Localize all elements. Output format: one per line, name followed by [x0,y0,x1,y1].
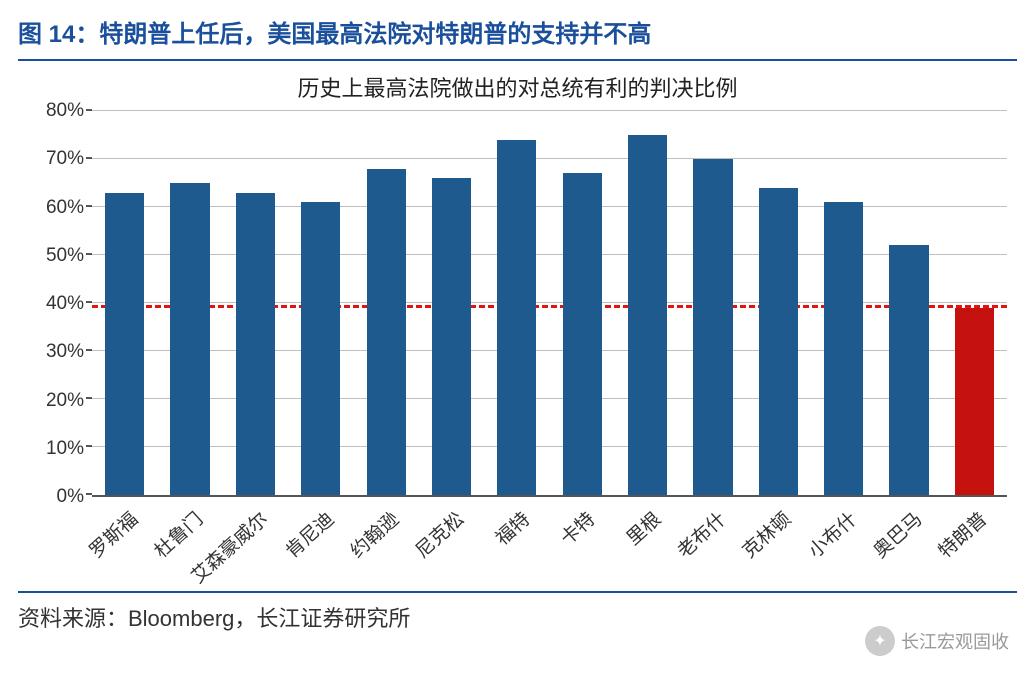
y-tick-label: 80% [18,100,84,122]
x-tick-label: 小布什 [801,505,861,563]
x-tick-label: 约翰逊 [344,505,404,563]
bar [563,173,602,495]
x-label-slot: 尼克松 [419,501,484,591]
bar-slot [550,111,615,495]
y-tick-label: 40% [18,293,84,315]
y-tick-label: 70% [18,148,84,170]
y-tick-label: 60% [18,197,84,219]
bar-slot [484,111,549,495]
chart-area: 罗斯福杜鲁门艾森豪威尔肯尼迪约翰逊尼克松福特卡特里根老布什克林顿小布什奥巴马特朗… [18,111,1017,591]
bar [170,183,209,495]
plot-region [92,111,1007,497]
x-label-slot: 里根 [615,501,680,591]
bar [889,245,928,495]
bar [432,178,471,495]
x-label-slot: 约翰逊 [353,501,418,591]
bars-container [92,111,1007,495]
x-tick-label: 奥巴马 [867,505,927,563]
x-tick-label: 尼克松 [409,505,469,563]
bar [955,308,994,495]
bar-slot [223,111,288,495]
x-axis-labels: 罗斯福杜鲁门艾森豪威尔肯尼迪约翰逊尼克松福特卡特里根老布什克林顿小布什奥巴马特朗… [92,501,1007,591]
bar-slot [288,111,353,495]
bar-slot [746,111,811,495]
x-label-slot: 老布什 [680,501,745,591]
x-tick-label: 罗斯福 [82,505,142,563]
bar-slot [353,111,418,495]
x-label-slot: 小布什 [811,501,876,591]
bar-slot [92,111,157,495]
chart-title: 历史上最高法院做出的对总统有利的判决比例 [0,71,1035,103]
x-label-slot: 克林顿 [746,501,811,591]
wechat-icon: ✦ [865,626,895,656]
x-tick-label: 里根 [619,505,665,551]
bar [824,202,863,495]
bar [628,135,667,495]
y-tick-label: 10% [18,438,84,460]
x-tick-label: 老布什 [671,505,731,563]
y-tick-label: 20% [18,390,84,412]
x-label-slot: 奥巴马 [876,501,941,591]
x-label-slot: 福特 [484,501,549,591]
footer-rule [18,591,1017,593]
bar-slot [419,111,484,495]
bar [367,169,406,495]
x-label-slot: 罗斯福 [92,501,157,591]
x-tick-label: 特朗普 [932,505,992,563]
bar-slot [811,111,876,495]
bar-slot [157,111,222,495]
y-tick-label: 30% [18,341,84,363]
bar [105,193,144,495]
x-label-slot: 卡特 [550,501,615,591]
title-rule [18,59,1017,61]
x-label-slot: 肯尼迪 [288,501,353,591]
y-tick-label: 50% [18,245,84,267]
figure-title: 图 14：特朗普上任后，美国最高法院对特朗普的支持并不高 [0,0,1035,59]
x-label-slot: 艾森豪威尔 [223,501,288,591]
x-tick-label: 克林顿 [736,505,796,563]
y-tick-label: 0% [18,486,84,508]
bar-slot [615,111,680,495]
x-tick-label: 肯尼迪 [278,505,338,563]
x-tick-label: 卡特 [554,505,600,551]
bar [301,202,340,495]
bar [693,159,732,495]
x-label-slot: 特朗普 [942,501,1007,591]
bar [236,193,275,495]
watermark-text: 长江宏观固收 [901,628,1009,654]
watermark: ✦ 长江宏观固收 [865,626,1009,656]
bar [497,140,536,495]
bar-slot [876,111,941,495]
bar [759,188,798,495]
bar-slot [680,111,745,495]
bar-slot [942,111,1007,495]
x-tick-label: 福特 [489,505,535,551]
